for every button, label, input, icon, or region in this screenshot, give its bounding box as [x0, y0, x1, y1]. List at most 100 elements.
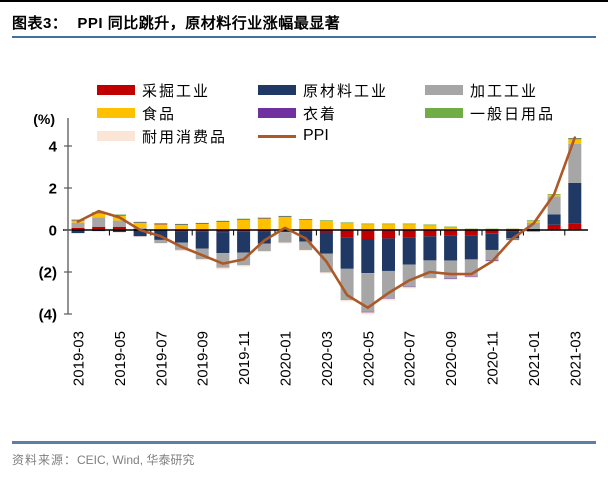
legend-item-durables: 耐用消费品	[97, 129, 227, 146]
legend-swatch-daily-goods	[425, 108, 463, 118]
bar-segment	[195, 230, 209, 232]
bar-segment	[195, 222, 209, 224]
bar-segment	[237, 218, 251, 220]
bar-segment	[506, 228, 520, 230]
legend-item-food: 食品	[97, 106, 176, 123]
bar-segment	[195, 223, 209, 224]
bar-segment	[216, 221, 230, 222]
bar-segment	[112, 232, 126, 233]
x-tick-label: 2020-01	[278, 331, 295, 386]
bar-segment	[464, 276, 478, 278]
bar-segment	[464, 228, 478, 230]
bar-segment	[382, 223, 395, 225]
bar-segment	[464, 276, 478, 277]
bar-segment	[506, 231, 520, 239]
bar-segment	[340, 237, 354, 269]
bar-segment	[402, 287, 416, 289]
bar-segment	[92, 212, 106, 214]
x-tick-label: 2020-11	[485, 331, 502, 385]
bar-segment	[568, 182, 582, 224]
page-top-rule	[0, 0, 608, 2]
source-label: 资料来源：	[12, 453, 78, 467]
bar-segment	[278, 232, 292, 243]
y-tick-label: 0	[49, 223, 57, 240]
bar-segment	[195, 259, 209, 261]
bar-segment	[175, 223, 188, 225]
bar-segment	[92, 226, 106, 230]
bar-segment	[216, 230, 230, 233]
bar-segment	[237, 219, 251, 230]
bar-segment	[402, 223, 416, 230]
legend-swatch-food	[97, 108, 135, 118]
bar-segment	[237, 231, 251, 253]
legend-swatch-durables	[97, 131, 135, 141]
legend-swatch-raw-materials	[258, 85, 296, 95]
bar-segment	[92, 213, 106, 218]
bar-segment	[278, 216, 292, 230]
bar-segment	[340, 222, 354, 224]
bar-segment	[319, 220, 333, 231]
legend-label-processing: 加工工业	[470, 83, 539, 100]
bar-segment	[216, 267, 230, 270]
bar-segment	[257, 218, 271, 230]
bar-segment	[257, 217, 271, 219]
bar-segment	[278, 215, 292, 217]
bar-segment	[92, 231, 106, 232]
legend-swatch-ppi-line	[258, 134, 296, 138]
legend-item-ppi: PPI	[258, 127, 329, 144]
bar-segment	[423, 224, 437, 226]
y-tick-label: 4	[49, 139, 58, 156]
bar-segment	[444, 235, 458, 261]
legend-item-daily-goods: 一般日用品	[425, 106, 555, 123]
bar-segment	[112, 226, 126, 230]
bar-segment	[257, 231, 271, 244]
bar-segment	[71, 219, 85, 221]
bar-segment	[361, 223, 375, 225]
x-tick-label: 2020-09	[443, 331, 460, 386]
bar-segment	[154, 239, 168, 243]
legend-label-daily-goods: 一般日用品	[470, 106, 556, 123]
bar-segment	[299, 231, 313, 242]
bar-segment	[526, 231, 540, 232]
bar-segment	[423, 230, 437, 237]
x-tick-label: 2020-07	[402, 331, 419, 386]
bar-segment	[112, 220, 126, 227]
bar-segment	[319, 230, 333, 233]
title-rule	[12, 36, 596, 38]
bar-segment	[423, 224, 437, 231]
bar-segment	[319, 220, 333, 221]
bar-segment	[71, 227, 85, 230]
bar-segment	[319, 272, 333, 274]
bar-segment	[402, 237, 416, 265]
bar-segment	[402, 286, 416, 288]
bar-segment	[154, 223, 168, 224]
bar-segment	[402, 230, 416, 238]
legend-item-processing: 加工工业	[425, 83, 538, 100]
bar-segment	[464, 235, 478, 260]
bar-segment	[154, 224, 168, 230]
bar-segment	[216, 221, 230, 230]
legend-label-food: 食品	[142, 106, 177, 123]
legend-label-ppi: PPI	[303, 127, 329, 144]
bar-segment	[71, 230, 85, 234]
bar-segment	[299, 249, 313, 251]
bar-segment	[154, 223, 168, 225]
bar-segment	[133, 236, 147, 238]
bar-segment	[464, 230, 478, 236]
bar-segment	[444, 260, 458, 279]
bar-segment	[299, 241, 313, 250]
bar-segment	[237, 219, 251, 220]
y-axis: 4 2 0 (2) (4) (%)	[33, 111, 72, 324]
legend-item-mining: 采掘工业	[97, 83, 210, 100]
legend-swatch-processing	[425, 85, 463, 95]
y-tick-label: (4)	[39, 307, 57, 324]
bar-segment	[444, 278, 458, 279]
bar-segment	[237, 265, 251, 267]
source-line: 资料来源：CEIC, Wind, 华泰研究	[12, 451, 194, 468]
bar-segment	[175, 231, 188, 243]
bar-segment	[71, 222, 85, 228]
x-tick-label: 2021-03	[567, 331, 584, 386]
bar-segment	[526, 220, 540, 221]
bar-segment	[133, 230, 147, 237]
bar-segment	[112, 214, 126, 216]
